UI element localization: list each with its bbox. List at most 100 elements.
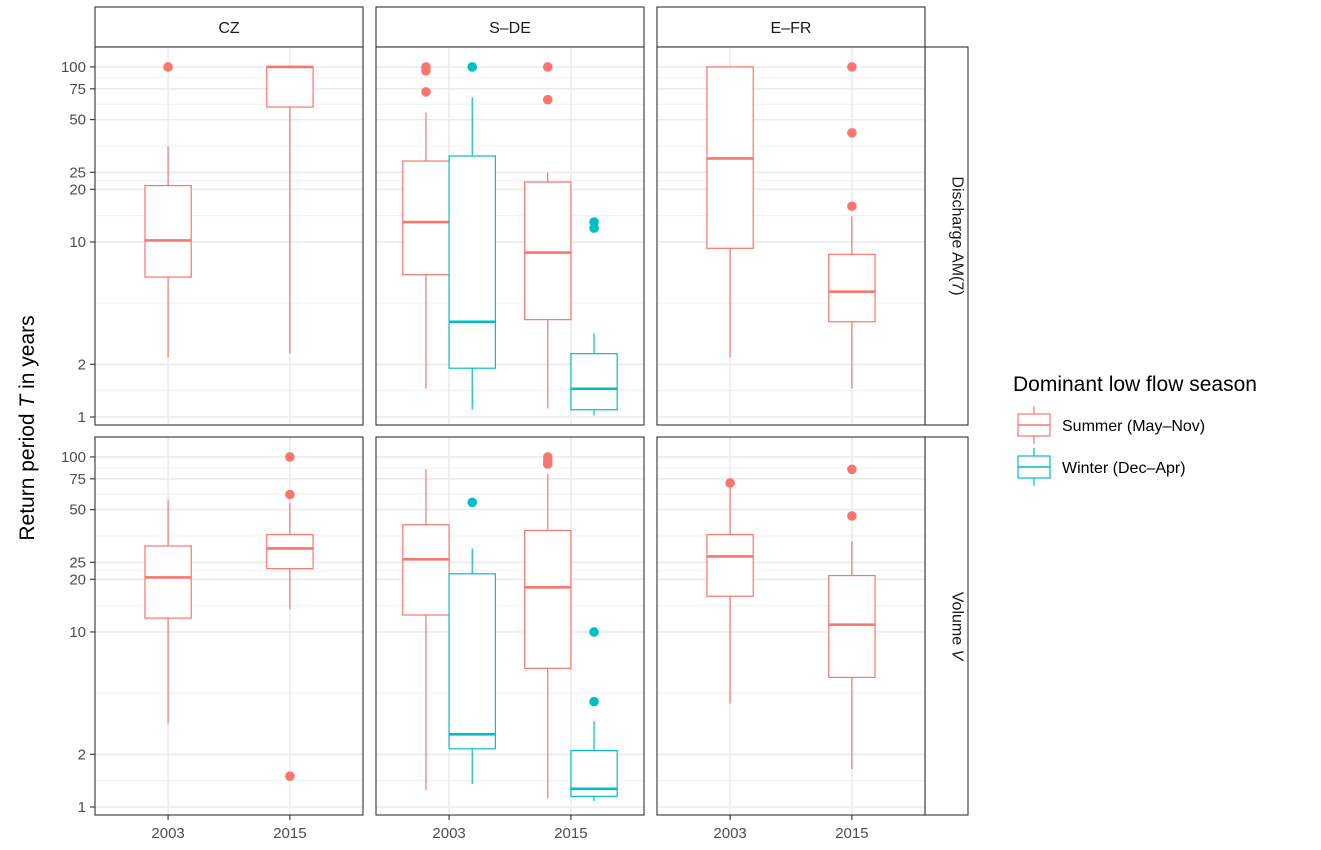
box-2015-summer — [828, 62, 876, 389]
outlier-point — [285, 452, 295, 462]
box-body — [402, 160, 450, 276]
box-2015-summer — [524, 62, 572, 409]
row-strip-label-word: Volume — [949, 592, 966, 650]
box-2015-summer — [266, 65, 314, 354]
x-tick-label: 2015 — [273, 825, 306, 842]
outlier-point — [542, 94, 553, 105]
box-body — [144, 184, 192, 278]
y-tick-label: 50 — [69, 112, 86, 129]
legend: Dominant low flow season Summer (May–Nov… — [1013, 373, 1257, 486]
y-tick-label: 10 — [69, 624, 86, 641]
panel-s-de-volume-v — [375, 436, 645, 816]
y-tick-label: 2 — [78, 356, 86, 373]
column-strip-label-s-de: S–DE — [489, 20, 531, 37]
panel-border — [94, 436, 364, 816]
x-tick-label: 2015 — [835, 825, 868, 842]
box-body — [266, 66, 314, 108]
box-body — [402, 524, 450, 616]
y-axis-label: Return period T in years — [16, 315, 39, 540]
row-strip-label-discharge-am-7: Discharge AM(7) — [949, 176, 966, 295]
y-tick-label: 2 — [78, 746, 86, 763]
box-body — [448, 155, 496, 369]
y-tick-label: 25 — [69, 554, 86, 571]
outlier-point — [847, 62, 857, 72]
panel-cz-discharge-am-7 — [94, 46, 364, 426]
box-2015-summer — [266, 452, 314, 781]
panel-e-fr-volume-v — [656, 436, 926, 816]
y-tick-label: 1 — [78, 409, 86, 426]
outlier-point — [421, 62, 431, 72]
outlier-point — [467, 62, 478, 72]
y-tick-label: 20 — [69, 571, 86, 588]
outlier-point — [542, 452, 553, 462]
box-2003-summer — [402, 469, 450, 791]
panel-background — [657, 437, 925, 815]
y-tick-label: 100 — [61, 449, 86, 466]
row-strip-label-variable: V — [949, 650, 966, 662]
outlier-point — [589, 696, 599, 707]
panel-background — [657, 47, 925, 425]
outlier-point — [847, 464, 857, 475]
panel-border — [94, 46, 364, 426]
box-body — [144, 545, 192, 619]
y-axis-label-prefix: Return period — [16, 408, 39, 541]
outlier-point — [589, 627, 599, 637]
outlier-point — [421, 87, 431, 97]
x-tick-label: 2003 — [151, 825, 184, 842]
outlier-point — [847, 511, 857, 521]
outlier-point — [163, 62, 173, 72]
box-2003-summer — [144, 62, 192, 358]
y-tick-label: 10 — [69, 234, 86, 251]
panel-s-de-discharge-am-7 — [375, 46, 645, 426]
outlier-point — [589, 217, 599, 227]
legend-title: Dominant low flow season — [1013, 373, 1257, 396]
panel-e-fr-discharge-am-7 — [656, 46, 926, 426]
box-2015-winter — [570, 217, 618, 416]
legend-entry-winter-dec-apr: Winter (Dec–Apr) — [1017, 448, 1186, 486]
legend-entry-label: Summer (May–Nov) — [1062, 418, 1205, 435]
row-strip-label-volume-v: Volume V — [949, 592, 966, 662]
y-tick-label: 20 — [69, 181, 86, 198]
box-body — [828, 253, 876, 323]
box-2003-summer — [706, 478, 754, 704]
x-tick-label: 2015 — [554, 825, 587, 842]
column-strip-s-de — [375, 6, 645, 48]
y-tick-label: 1 — [78, 799, 86, 816]
box-2015-winter — [570, 627, 618, 802]
outlier-point — [847, 201, 857, 212]
outlier-point — [285, 771, 295, 781]
y-tick-label: 50 — [69, 502, 86, 519]
box-2015-summer — [828, 464, 876, 769]
box-2003-summer — [402, 62, 450, 389]
outlier-point — [542, 62, 553, 72]
x-tick-label: 2003 — [713, 825, 746, 842]
box-body — [524, 529, 572, 669]
box-2003-summer — [144, 499, 192, 724]
panel-background — [95, 437, 363, 815]
box-body — [570, 353, 618, 411]
y-tick-label: 100 — [61, 59, 86, 76]
panel-border — [375, 46, 645, 426]
box-body — [448, 573, 496, 750]
box-body — [706, 534, 754, 597]
column-strip-e-fr — [656, 6, 926, 48]
box-2015-summer — [524, 452, 572, 799]
y-tick-label: 75 — [69, 471, 86, 488]
y-tick-label: 25 — [69, 164, 86, 181]
outlier-point — [847, 128, 857, 138]
box-body — [266, 534, 314, 570]
panel-border — [375, 436, 645, 816]
row-strip-discharge-am-7 — [924, 46, 969, 426]
box-body — [524, 181, 572, 321]
outlier-point — [725, 478, 735, 488]
column-strip-label-e-fr: E–FR — [771, 20, 812, 37]
panel-border — [656, 436, 926, 816]
box-body — [828, 574, 876, 679]
panel-cz-volume-v — [94, 436, 364, 816]
panel-background — [95, 47, 363, 425]
legend-entry-label: Winter (Dec–Apr) — [1062, 460, 1186, 477]
outlier-point — [285, 489, 295, 500]
row-strip-volume-v — [924, 436, 969, 816]
